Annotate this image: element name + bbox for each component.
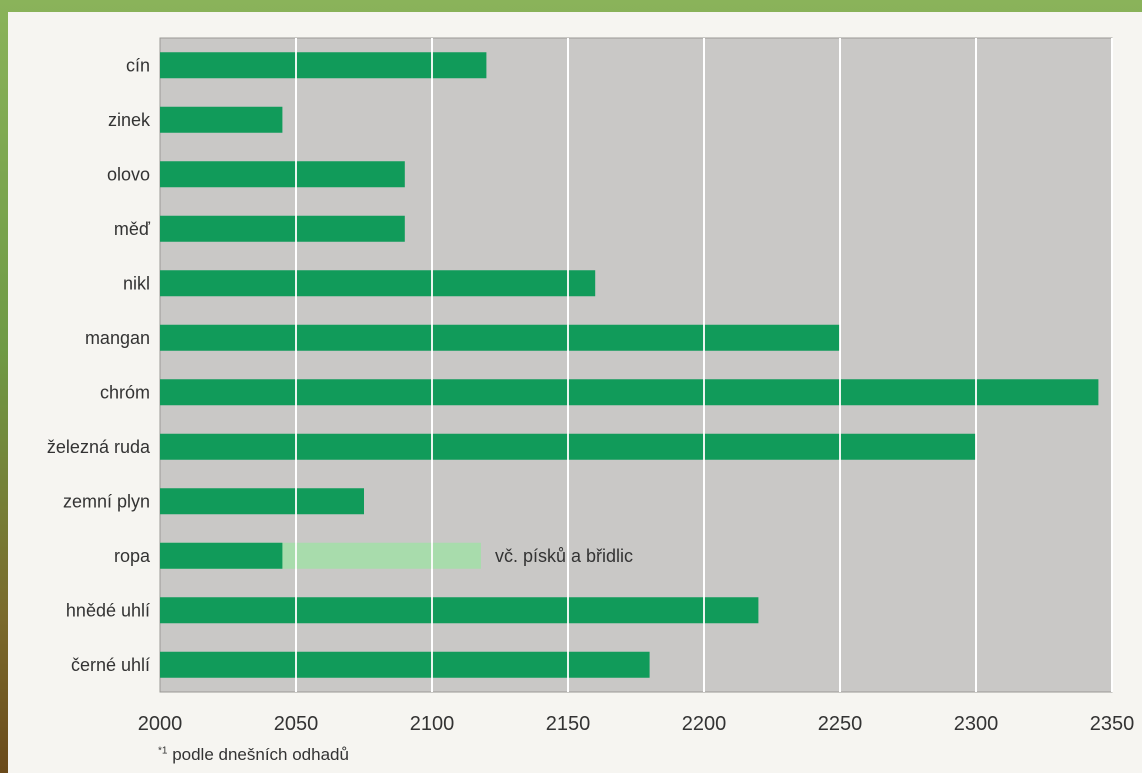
x-tick-label: 2200 <box>682 713 727 735</box>
x-tick-label: 2150 <box>546 713 591 735</box>
bar <box>160 324 840 351</box>
bar <box>160 270 596 297</box>
category-label: nikl <box>123 273 150 293</box>
category-label: olovo <box>107 164 150 184</box>
category-label: železná ruda <box>47 437 151 457</box>
category-label: mangan <box>85 328 150 348</box>
x-tick-label: 2000 <box>138 713 183 735</box>
bar <box>160 161 405 188</box>
plot-area <box>159 37 1113 693</box>
x-tick-label: 2050 <box>274 713 319 735</box>
category-label: hnědé uhlí <box>66 600 150 620</box>
category-label: chróm <box>100 382 150 402</box>
bar-annotation: vč. písků a břidlic <box>495 546 633 566</box>
category-label: cín <box>126 55 150 75</box>
x-tick-label: 2350 <box>1090 713 1135 735</box>
bar <box>160 379 1099 406</box>
bar <box>160 542 283 569</box>
bar <box>160 597 759 624</box>
bar <box>160 52 487 79</box>
footnote-text: podle dnešních odhadů <box>172 745 349 764</box>
category-label: ropa <box>114 546 151 566</box>
bar <box>160 488 364 515</box>
category-label: černé uhlí <box>71 655 150 675</box>
bar <box>160 215 405 242</box>
bar <box>160 106 283 133</box>
footnote-marker: *1 <box>158 745 168 757</box>
x-tick-label: 2100 <box>410 713 455 735</box>
category-label: měď <box>114 219 151 239</box>
category-label: zemní plyn <box>63 491 150 511</box>
category-label: zinek <box>108 110 151 130</box>
bar <box>160 651 650 678</box>
x-tick-label: 2300 <box>954 713 999 735</box>
x-tick-label: 2250 <box>818 713 863 735</box>
footnote: *1 podle dnešních odhadů <box>158 745 349 765</box>
